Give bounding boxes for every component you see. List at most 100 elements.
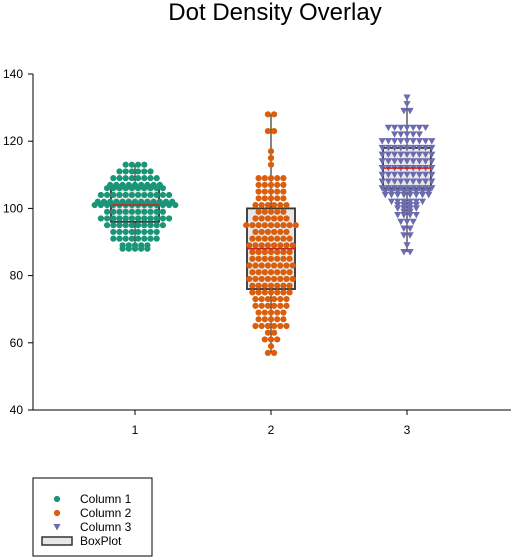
data-point bbox=[255, 195, 262, 202]
data-point bbox=[264, 215, 271, 222]
data-point bbox=[406, 225, 414, 232]
data-point bbox=[100, 198, 108, 205]
data-point bbox=[261, 289, 268, 296]
data-point bbox=[104, 208, 111, 215]
legend-label: Column 3 bbox=[80, 520, 132, 534]
data-point bbox=[141, 168, 148, 175]
data-point bbox=[258, 302, 265, 309]
data-point bbox=[274, 175, 281, 182]
data-point bbox=[403, 138, 411, 145]
data-point bbox=[267, 161, 275, 168]
data-point bbox=[397, 144, 405, 152]
data-point bbox=[400, 205, 408, 212]
data-point bbox=[246, 262, 253, 269]
data-point bbox=[135, 228, 142, 236]
data-point bbox=[378, 178, 386, 185]
data-point bbox=[286, 289, 293, 296]
data-point bbox=[378, 138, 386, 145]
data-point bbox=[406, 198, 414, 206]
data-point bbox=[403, 158, 411, 165]
data-point bbox=[267, 282, 275, 289]
data-point bbox=[422, 185, 430, 192]
data-point bbox=[252, 262, 259, 269]
data-point bbox=[252, 322, 259, 330]
data-point bbox=[128, 175, 135, 182]
data-point bbox=[271, 302, 278, 309]
data-point bbox=[397, 218, 405, 226]
data-point bbox=[409, 131, 417, 138]
data-point bbox=[261, 175, 268, 182]
data-point bbox=[280, 175, 287, 182]
data-point bbox=[110, 175, 117, 182]
data-point bbox=[400, 201, 408, 209]
data-point bbox=[271, 228, 278, 236]
data-point bbox=[261, 248, 268, 256]
data-point bbox=[384, 144, 392, 152]
data-point bbox=[267, 181, 275, 188]
data-point bbox=[125, 198, 132, 205]
data-point bbox=[147, 235, 154, 242]
data-point bbox=[169, 198, 176, 205]
data-point bbox=[387, 191, 396, 199]
data-point bbox=[274, 309, 281, 316]
data-point bbox=[415, 131, 423, 138]
data-point bbox=[283, 322, 290, 330]
data-point bbox=[110, 228, 117, 236]
data-point bbox=[280, 208, 287, 215]
data-point bbox=[428, 158, 436, 165]
data-point bbox=[267, 195, 275, 202]
data-point bbox=[264, 275, 271, 283]
data-point bbox=[141, 191, 148, 199]
data-point bbox=[252, 275, 259, 283]
data-point bbox=[113, 198, 120, 205]
data-point bbox=[159, 215, 166, 222]
data-point bbox=[267, 309, 275, 316]
data-point bbox=[128, 222, 135, 229]
data-point bbox=[378, 171, 386, 179]
data-point bbox=[406, 208, 414, 216]
data-point bbox=[277, 242, 284, 249]
data-point bbox=[271, 128, 278, 135]
data-point bbox=[280, 309, 287, 316]
data-point bbox=[252, 215, 259, 222]
data-point bbox=[283, 302, 290, 309]
data-point bbox=[135, 235, 142, 242]
data-point bbox=[403, 124, 411, 132]
data-point bbox=[277, 302, 284, 309]
data-point bbox=[116, 222, 123, 229]
data-point bbox=[400, 198, 408, 206]
data-point bbox=[274, 336, 281, 343]
data-point bbox=[391, 171, 399, 179]
data-point bbox=[422, 138, 430, 145]
data-point bbox=[110, 191, 117, 199]
data-point bbox=[267, 188, 275, 195]
data-point bbox=[116, 208, 123, 215]
data-point bbox=[261, 255, 268, 262]
data-point bbox=[391, 138, 399, 145]
data-point bbox=[409, 171, 417, 179]
data-point bbox=[113, 181, 120, 188]
data-point bbox=[119, 242, 126, 249]
data-point bbox=[280, 248, 287, 256]
data-point bbox=[428, 185, 436, 192]
data-point bbox=[261, 181, 268, 188]
data-point bbox=[403, 151, 411, 159]
data-point bbox=[415, 138, 423, 145]
data-point bbox=[280, 195, 287, 202]
data-point bbox=[397, 151, 405, 159]
data-point bbox=[384, 171, 392, 179]
data-point bbox=[128, 215, 135, 222]
data-point bbox=[378, 144, 386, 152]
data-point bbox=[277, 201, 284, 209]
data-point bbox=[159, 208, 166, 215]
data-point bbox=[403, 131, 411, 138]
data-point bbox=[415, 158, 423, 165]
data-point bbox=[122, 168, 129, 175]
y-tick-label: 120 bbox=[3, 134, 23, 148]
data-point bbox=[412, 205, 420, 212]
data-point bbox=[255, 269, 262, 276]
data-point bbox=[258, 215, 265, 222]
legend-symbol bbox=[53, 509, 61, 517]
data-point bbox=[415, 185, 423, 192]
